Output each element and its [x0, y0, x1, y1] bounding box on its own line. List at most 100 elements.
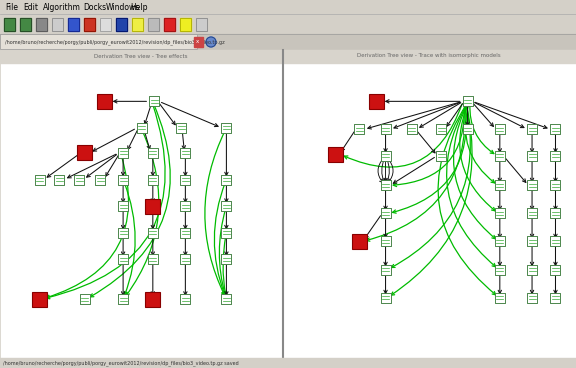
Bar — [551, 265, 560, 275]
Bar — [381, 208, 391, 219]
Bar — [436, 124, 446, 134]
Bar — [221, 201, 232, 211]
Bar — [96, 174, 105, 184]
Bar — [176, 123, 186, 133]
Bar — [96, 174, 105, 184]
Bar — [495, 208, 505, 219]
Bar — [527, 293, 537, 302]
Bar — [148, 174, 158, 184]
Bar — [118, 174, 128, 184]
Bar — [527, 151, 537, 161]
Bar — [148, 254, 158, 264]
Bar — [527, 208, 537, 219]
Bar — [436, 151, 446, 161]
Bar — [551, 208, 560, 219]
Bar — [284, 63, 575, 358]
Bar — [68, 18, 79, 31]
Bar — [145, 291, 160, 307]
Bar — [118, 294, 128, 304]
Bar — [1, 63, 282, 358]
Bar — [74, 174, 84, 184]
Bar — [551, 180, 560, 190]
Bar — [0, 0, 576, 14]
Bar — [35, 174, 44, 184]
Text: Docks: Docks — [83, 3, 106, 11]
Bar — [32, 291, 47, 307]
Bar — [137, 123, 146, 133]
Text: Edit: Edit — [23, 3, 38, 11]
Text: Derivation Tree view - Tree effects: Derivation Tree view - Tree effects — [94, 53, 188, 59]
Bar — [0, 358, 576, 368]
Bar — [74, 174, 84, 184]
Bar — [36, 18, 47, 31]
Bar — [381, 237, 391, 247]
Bar — [180, 148, 190, 158]
Bar — [80, 294, 90, 304]
Bar — [495, 180, 505, 190]
Bar — [196, 18, 207, 31]
Bar — [381, 293, 391, 302]
Bar — [527, 208, 537, 219]
Bar — [176, 123, 186, 133]
Bar — [381, 237, 391, 247]
Bar — [148, 174, 158, 184]
Bar — [148, 254, 158, 264]
Bar — [527, 237, 537, 247]
Bar — [118, 228, 128, 238]
Bar — [221, 174, 232, 184]
Bar — [407, 124, 417, 134]
Bar — [221, 174, 232, 184]
Bar — [180, 254, 190, 264]
Bar — [381, 265, 391, 275]
Bar — [495, 237, 505, 247]
Bar — [381, 265, 391, 275]
Bar — [118, 254, 128, 264]
Bar — [463, 96, 472, 106]
Bar — [527, 151, 537, 161]
Text: File: File — [5, 3, 18, 11]
Bar — [527, 293, 537, 302]
Bar — [0, 50, 283, 63]
Bar — [77, 145, 92, 160]
Bar — [180, 201, 190, 211]
Bar — [80, 294, 90, 304]
Bar — [381, 180, 391, 190]
Bar — [354, 124, 364, 134]
Bar — [495, 151, 505, 161]
Bar — [527, 237, 537, 247]
Bar — [180, 148, 190, 158]
Bar — [369, 94, 384, 109]
Bar — [84, 18, 95, 31]
Bar — [180, 228, 190, 238]
Bar — [180, 174, 190, 184]
Bar — [463, 124, 472, 134]
Bar — [52, 18, 63, 31]
Bar — [221, 228, 232, 238]
Bar — [495, 293, 505, 302]
Bar — [381, 180, 391, 190]
Bar — [221, 254, 232, 264]
Bar — [495, 124, 505, 134]
Text: Derivation Tree view - Trace with isomorphic models: Derivation Tree view - Trace with isomor… — [357, 53, 501, 59]
Bar — [381, 208, 391, 219]
Bar — [221, 294, 232, 304]
Bar — [148, 18, 159, 31]
Bar — [4, 18, 15, 31]
Bar — [149, 96, 159, 106]
Bar — [118, 294, 128, 304]
Bar — [495, 293, 505, 302]
Bar — [20, 18, 31, 31]
Bar — [463, 96, 472, 106]
Bar — [436, 151, 446, 161]
Bar — [164, 18, 175, 31]
Bar — [407, 124, 417, 134]
Bar — [495, 265, 505, 275]
Text: x: x — [196, 39, 199, 44]
Bar — [436, 124, 446, 134]
Bar — [381, 151, 391, 161]
Bar — [116, 18, 127, 31]
Bar — [221, 294, 232, 304]
Bar — [352, 234, 367, 249]
Bar — [180, 174, 190, 184]
Bar — [52, 18, 63, 31]
